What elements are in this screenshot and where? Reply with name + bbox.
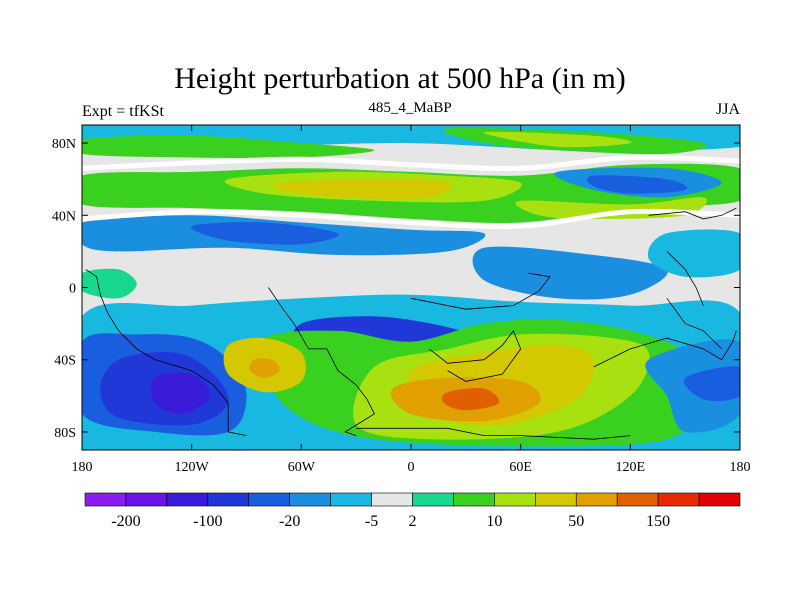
colorbar-swatch xyxy=(575,492,618,507)
field-midlat-blue-core xyxy=(586,175,688,194)
colorbar-swatch xyxy=(535,492,577,507)
coastline-4 xyxy=(593,330,737,368)
colorbar-label: -100 xyxy=(193,513,222,530)
x-tick-label: 60E xyxy=(509,460,532,475)
field-arctic-green-west xyxy=(82,135,375,159)
x-tick-label: 180 xyxy=(730,460,751,475)
colorbar-label: 50 xyxy=(568,513,584,530)
colorbar-label: -20 xyxy=(279,513,300,530)
x-tick-label: 120W xyxy=(175,460,210,475)
y-tick-label: 40N xyxy=(52,209,76,224)
field-south-redcore xyxy=(441,388,500,411)
colorbar-swatch xyxy=(330,492,372,507)
field-tropic-deep-blue-west xyxy=(190,222,339,245)
coastline-7 xyxy=(648,207,737,220)
colorbar-swatch xyxy=(125,492,168,507)
colorbar-swatch xyxy=(698,492,741,507)
colorbar-swatch xyxy=(248,492,290,507)
colorbar-label: 2 xyxy=(409,513,417,530)
field-arctic-yellow xyxy=(483,131,632,148)
x-tick-label: 0 xyxy=(408,460,415,475)
coastline-3 xyxy=(429,329,522,382)
coastline-2 xyxy=(356,427,631,440)
y-tick-label: 80N xyxy=(52,137,76,152)
white-wave-north xyxy=(82,154,740,172)
colorbar-swatch xyxy=(616,492,659,507)
coastline-0 xyxy=(85,269,247,436)
colorbar-swatch xyxy=(207,492,250,507)
colorbar-swatch xyxy=(412,492,454,507)
colorbar-label: 150 xyxy=(646,513,670,530)
colorbar-swatch xyxy=(494,492,536,507)
colorbar-swatch xyxy=(371,492,413,507)
x-tick-label: 60W xyxy=(288,460,316,475)
field-midlat-orange xyxy=(273,179,452,199)
field-south-east-blue-core xyxy=(683,366,740,402)
colorbar-swatch xyxy=(657,492,700,507)
experiment-label: Expt = tfKSt xyxy=(82,103,164,120)
colorbar-swatch xyxy=(453,492,495,507)
colorbar-swatch xyxy=(289,492,331,507)
field-tropic-blue-east xyxy=(472,246,668,300)
coastline-5 xyxy=(410,272,551,310)
colorbar-label: 10 xyxy=(486,513,502,530)
chart-title: Height perturbation at 500 hPa (in m) xyxy=(174,62,626,95)
coastline-8 xyxy=(666,251,704,306)
season-label: JJA xyxy=(716,101,741,118)
y-tick-label: 40S xyxy=(54,354,76,369)
white-wave-south xyxy=(82,208,740,230)
coastline-1 xyxy=(268,287,375,436)
field-south-violet-core xyxy=(151,372,211,415)
coastline-6 xyxy=(666,298,722,350)
field-tropic-cyan-east xyxy=(647,229,740,278)
x-tick-label: 180 xyxy=(72,460,93,475)
run-label: 485_4_MaBP xyxy=(368,100,452,116)
colorbar-label: -200 xyxy=(111,513,140,530)
field-south-west-island-core xyxy=(249,358,280,378)
y-tick-label: 0 xyxy=(69,282,76,297)
colorbar-swatch xyxy=(84,492,127,507)
colorbar-label: -5 xyxy=(365,513,378,530)
colorbar-swatch xyxy=(166,492,209,507)
x-tick-label: 120E xyxy=(616,460,646,475)
y-tick-label: 80S xyxy=(54,426,76,441)
